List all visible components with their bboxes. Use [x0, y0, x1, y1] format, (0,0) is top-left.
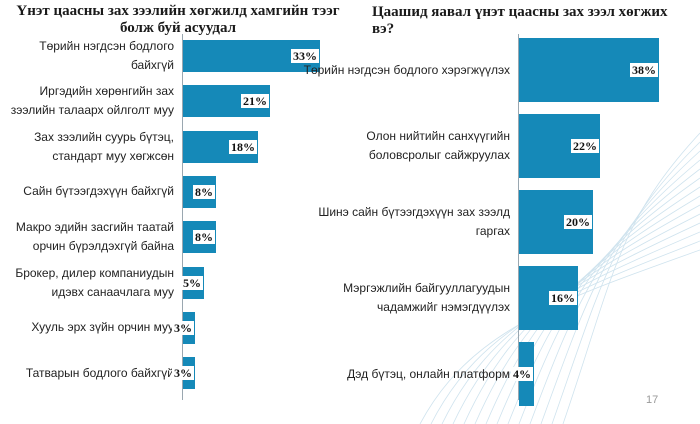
category-label: Төрийн нэгдсэн бодлого байхгүй: [39, 39, 174, 72]
category-label: Зах зээлийн суурь бүтэц, стандарт муу хө…: [34, 130, 174, 163]
data-label: 8%: [193, 230, 215, 244]
left-chart-title: Үнэт цаасны зах зээлийн хөгжилд хамгийн …: [16, 3, 340, 36]
wave-line: [518, 168, 700, 424]
wave-line: [551, 141, 700, 424]
wave-line: [540, 150, 700, 424]
category-label: Иргэдийн хөрөнгийн зах зээлийн талаарх о…: [10, 84, 174, 117]
axis-line: [518, 34, 519, 400]
data-label: 3%: [172, 321, 194, 335]
data-label: 8%: [193, 185, 215, 199]
category-label: Брокер, дилер компаниудын идэвх санаачла…: [15, 266, 174, 299]
wave-line: [529, 159, 700, 424]
data-label: 21%: [241, 94, 269, 108]
data-label: 38%: [630, 63, 658, 77]
category-label: Шинэ сайн бүтээгдэхүүн зах зээлд гаргах: [318, 205, 510, 238]
category-label: Дэд бүтэц, онлайн платформ: [347, 367, 510, 381]
data-label: 33%: [291, 49, 319, 63]
right-chart-title: Цаашид яавал үнэт цаасны зах зээл хөгжих…: [372, 4, 668, 37]
category-label: Хууль эрх зүйн орчин муу: [31, 320, 174, 334]
data-label: 4%: [511, 367, 533, 381]
axis-line: [182, 34, 183, 400]
category-label: Макро эдийн засгийн таатай орчин бүрэлдэ…: [15, 220, 174, 253]
category-label: Төрийн нэгдсэн бодлого хэрэгжүүлэх: [303, 63, 510, 77]
category-label: Мэргэжлийн байгууллагуудын чадамжийг нэм…: [343, 281, 510, 314]
data-label: 16%: [549, 291, 577, 305]
wave-line: [562, 132, 700, 424]
data-label: 20%: [564, 215, 592, 229]
page-number: 17: [646, 394, 659, 406]
data-label: 18%: [229, 140, 257, 154]
data-label: 3%: [172, 366, 194, 380]
category-label: Татварын бодлого байхгүй: [25, 366, 174, 380]
category-label: Олон нийтийн санхүүгийн боловсролыг сайж…: [366, 129, 510, 162]
data-label: 5%: [181, 276, 203, 290]
data-label: 22%: [571, 139, 599, 153]
category-label: Сайн бүтээгдэхүүн байхгүй: [23, 184, 174, 198]
